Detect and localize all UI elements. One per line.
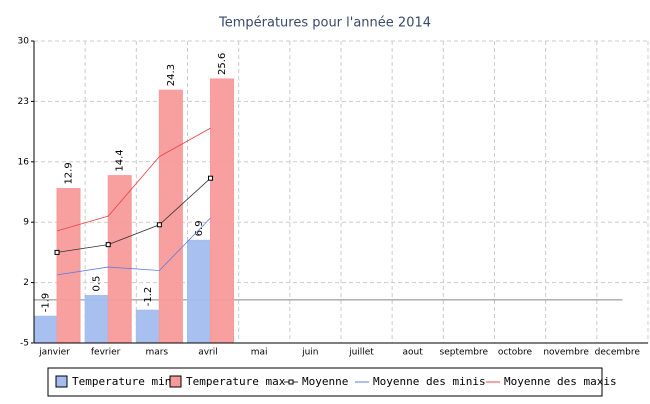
value-label: 12.9 (64, 162, 75, 184)
x-tick-label: decembre (595, 348, 641, 358)
legend-label: Moyenne des minis (373, 375, 486, 388)
legend-label: Moyenne (302, 375, 348, 388)
legend-label: Temperature max (186, 375, 286, 388)
x-tick-label: juin (301, 348, 318, 358)
x-tick-label: aout (403, 348, 424, 358)
x-tick-label: mai (251, 348, 268, 358)
value-label: 25.6 (217, 53, 228, 75)
bar (158, 89, 183, 344)
value-label: 24.3 (166, 64, 177, 86)
x-tick-label: juillet (348, 348, 374, 358)
bar (187, 239, 212, 344)
value-label: 14.4 (115, 149, 126, 171)
bar (84, 295, 109, 344)
line (56, 127, 211, 232)
line (56, 217, 211, 276)
legend-label: Moyenne des maxis (504, 375, 617, 388)
x-tick-label: janvier (38, 348, 70, 358)
legend-swatch (169, 375, 182, 388)
line (56, 177, 211, 253)
x-tick-label: mars (145, 348, 168, 358)
legend-marker (288, 379, 294, 385)
bar (210, 78, 235, 344)
x-tick-label: septembre (440, 348, 489, 358)
y-tick-label: -5 (20, 339, 29, 349)
y-tick-label: 16 (18, 157, 30, 167)
y-tick-label: 23 (18, 97, 29, 107)
bar (56, 188, 81, 344)
legend-box (47, 367, 603, 397)
marker (54, 249, 60, 255)
value-label: -1.2 (143, 287, 154, 307)
x-tick-label: fevrier (91, 348, 121, 358)
y-tick-label: 2 (23, 278, 29, 288)
x-tick-label: novembre (543, 348, 589, 358)
legend-label: Temperature min (72, 375, 171, 388)
y-tick-label: 30 (18, 37, 30, 47)
legend-swatch (55, 375, 68, 388)
chart-title: Températures pour l'année 2014 (218, 16, 431, 31)
bar (107, 175, 132, 344)
x-tick-label: avril (198, 348, 218, 358)
marker (105, 242, 111, 248)
value-label: -1.9 (41, 293, 52, 313)
value-label: 0.5 (92, 276, 103, 292)
bar (33, 315, 58, 344)
marker (156, 222, 162, 228)
bar (135, 309, 160, 344)
marker (208, 175, 214, 181)
value-label: 6.9 (194, 220, 205, 236)
x-tick-label: octobre (498, 348, 533, 358)
y-tick-label: 9 (23, 218, 29, 228)
